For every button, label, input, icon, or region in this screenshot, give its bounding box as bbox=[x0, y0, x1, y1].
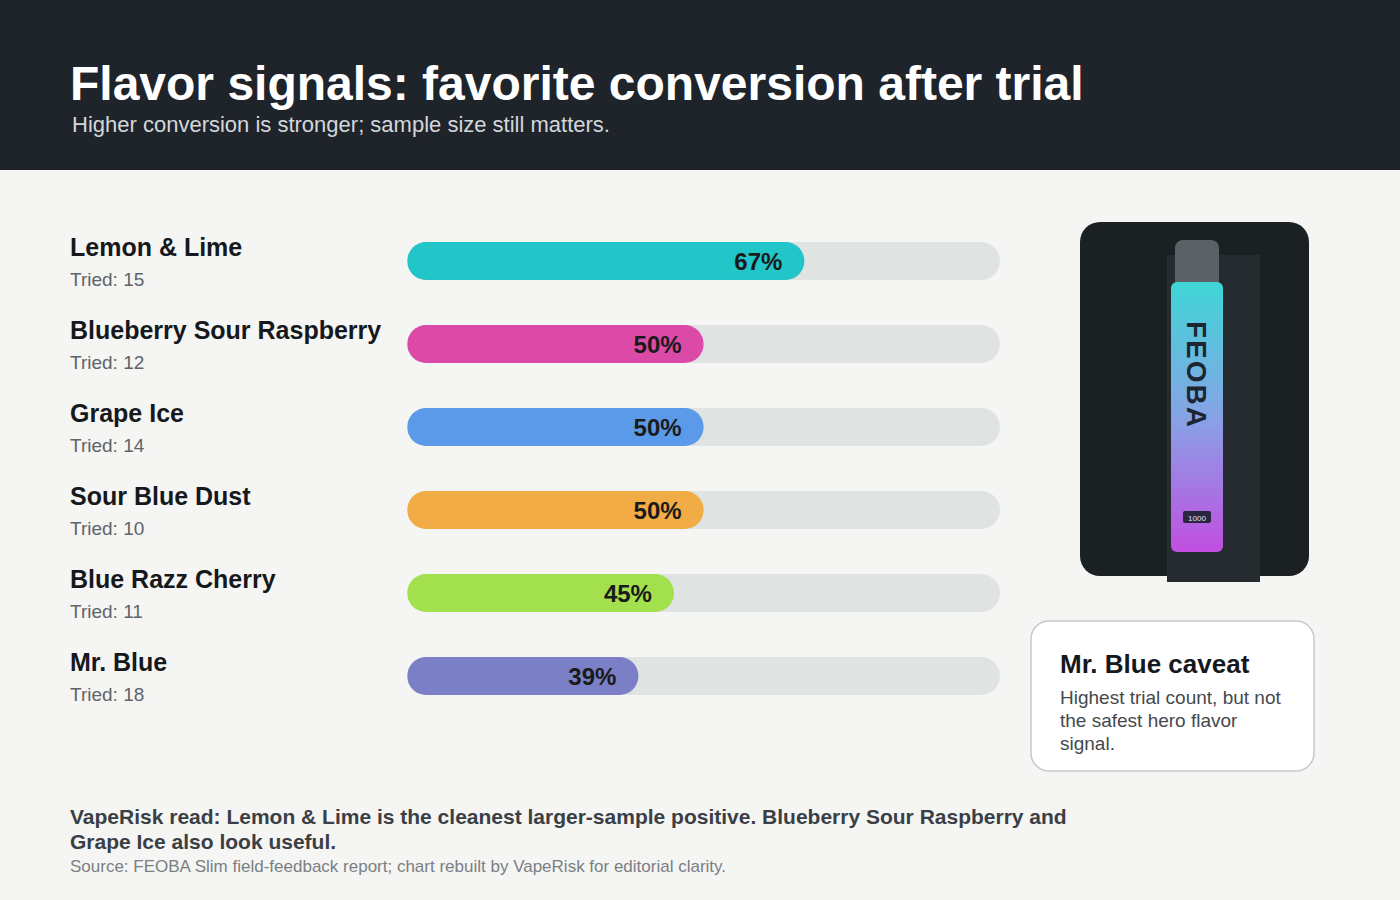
data-label: 50% bbox=[634, 497, 682, 524]
sample-label: Tried: 10 bbox=[70, 518, 144, 539]
bar bbox=[407, 574, 674, 612]
sample-label: Tried: 14 bbox=[70, 435, 145, 456]
bar bbox=[407, 325, 703, 363]
bar-track bbox=[407, 657, 1000, 695]
bar-track bbox=[407, 491, 1000, 529]
bar bbox=[407, 657, 638, 695]
bar bbox=[407, 491, 703, 529]
subtitle: Higher conversion is stronger; sample si… bbox=[72, 112, 610, 137]
device-body bbox=[1171, 282, 1223, 552]
text-line: Grape Ice also look useful. bbox=[70, 830, 336, 853]
caveat-box bbox=[1031, 621, 1314, 771]
category-label: Lemon & Lime bbox=[70, 233, 242, 261]
product-image: FEOBA 1000 bbox=[1080, 222, 1309, 582]
bar bbox=[407, 408, 703, 446]
data-label: 50% bbox=[634, 414, 682, 441]
bar-track bbox=[407, 325, 1000, 363]
category-label: Blue Razz Cherry bbox=[70, 565, 276, 593]
background bbox=[0, 0, 1400, 900]
bars bbox=[407, 242, 804, 695]
title: Flavor signals: favorite conversion afte… bbox=[70, 57, 1084, 110]
category-label: Grape Ice bbox=[70, 399, 184, 427]
device-badge bbox=[1183, 511, 1211, 523]
bar-track bbox=[407, 242, 1000, 280]
image-shadow bbox=[1167, 255, 1260, 582]
data-labels: 67% 50% 50% 50% 45% 39% bbox=[568, 248, 782, 690]
chart-svg: Flavor signals: favorite conversion afte… bbox=[0, 0, 1400, 900]
bar-track bbox=[407, 408, 1000, 446]
data-label: 50% bbox=[634, 331, 682, 358]
data-label: 67% bbox=[734, 248, 782, 275]
header-band bbox=[0, 0, 1400, 170]
text-line: VapeRisk read: Lemon & Lime is the clean… bbox=[70, 805, 1067, 828]
category-label: Blueberry Sour Raspberry bbox=[70, 316, 381, 344]
footer-note: VapeRisk read: Lemon & Lime is the clean… bbox=[70, 805, 1067, 853]
data-label: 45% bbox=[604, 580, 652, 607]
source: Source: FEOBA Slim field-feedback report… bbox=[70, 857, 726, 876]
device-badge-text: 1000 bbox=[1188, 514, 1206, 523]
caveat: Mr. Blue caveat Highest trial count, but … bbox=[1031, 621, 1314, 771]
sample-label: Tried: 18 bbox=[70, 684, 144, 705]
caveat-title: Mr. Blue caveat bbox=[1060, 649, 1250, 679]
text-line: Highest trial count, but not bbox=[1060, 687, 1281, 708]
sample-label: Tried: 15 bbox=[70, 269, 144, 290]
category-label: Sour Blue Dust bbox=[70, 482, 251, 510]
category-label: Mr. Blue bbox=[70, 648, 167, 676]
device-brand: FEOBA bbox=[1181, 321, 1212, 429]
chart-root: Flavor signals: favorite conversion afte… bbox=[0, 0, 1400, 900]
bar bbox=[407, 242, 804, 280]
tracks bbox=[407, 242, 1000, 695]
text-line: signal. bbox=[1060, 733, 1115, 754]
category-labels: Lemon & Lime Blueberry Sour Raspberry Grap… bbox=[70, 233, 381, 705]
data-label: 39% bbox=[568, 663, 616, 690]
caveat-text: Highest trial count, but notthe safest h… bbox=[1060, 687, 1281, 754]
sample-label: Tried: 11 bbox=[70, 601, 143, 622]
sample-label: Tried: 12 bbox=[70, 352, 144, 373]
bar-track bbox=[407, 574, 1000, 612]
text-line: the safest hero flavor bbox=[1060, 710, 1238, 731]
image-card bbox=[1080, 222, 1309, 576]
